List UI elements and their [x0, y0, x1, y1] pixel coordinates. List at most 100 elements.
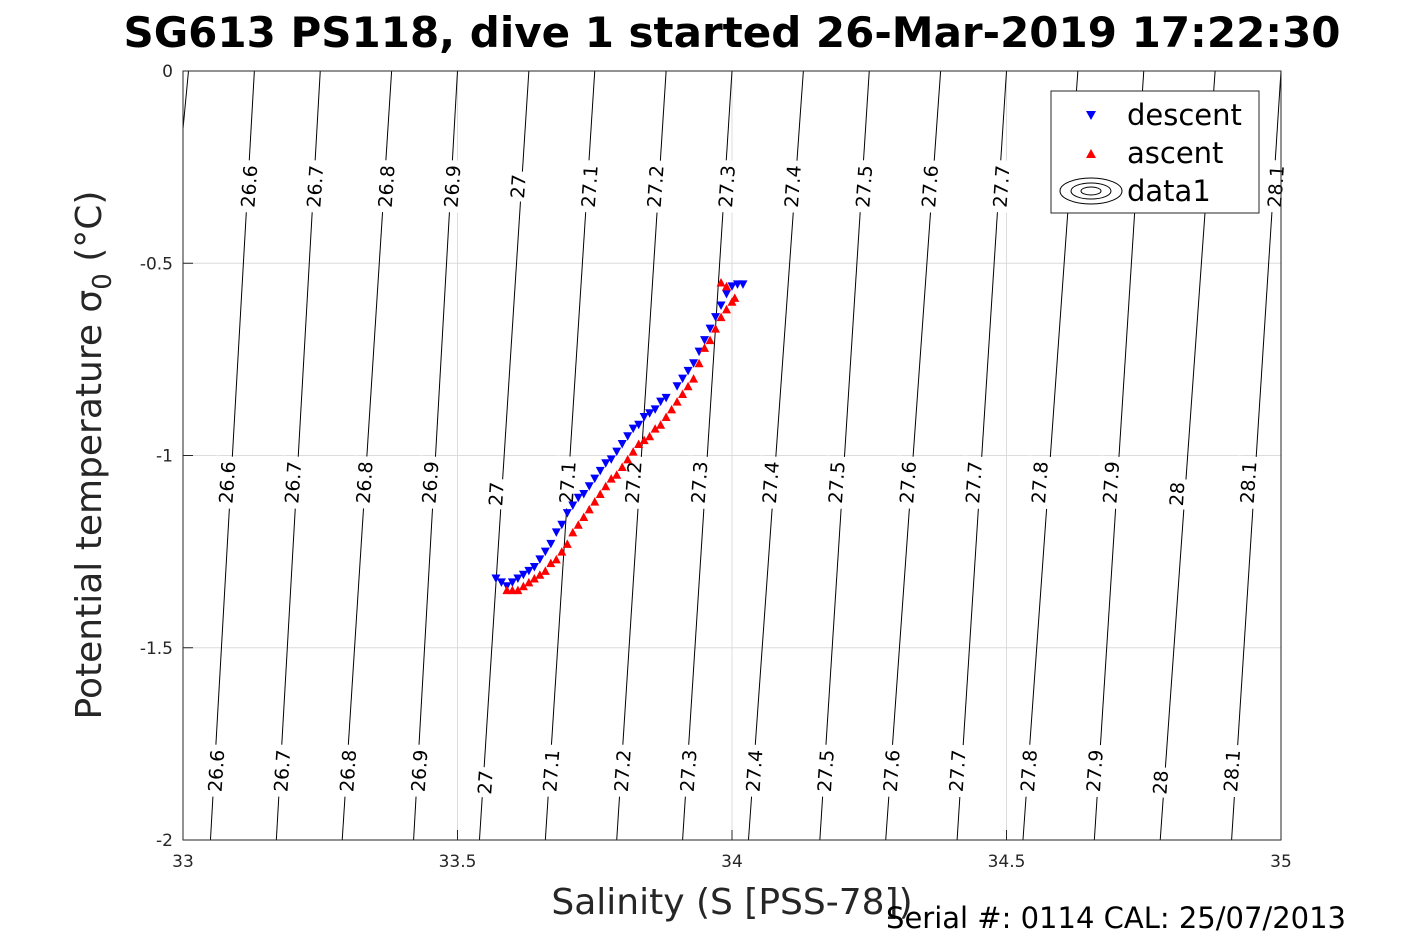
descent-point-23 — [617, 439, 627, 449]
descent-point-42 — [727, 282, 737, 291]
ascent-point-24 — [634, 439, 644, 448]
contour-label-3: 26.9 — [438, 159, 465, 213]
contour-label-gap-27 — [1163, 478, 1188, 510]
ascent-point-4 — [524, 577, 534, 587]
descent-point-27 — [639, 413, 649, 422]
contour-label-text-35: 27.2 — [611, 749, 636, 793]
contour-label-text-14: 26.7 — [281, 461, 306, 505]
y-axis-label: Potential temperature σ0 (°C) — [69, 191, 118, 720]
series-ascent — [502, 277, 740, 595]
contour-label-gap-9 — [849, 159, 876, 213]
contour-label-gap-4 — [504, 170, 529, 203]
contour-label-text-36: 27.3 — [677, 749, 702, 793]
contour-label-37: 27.4 — [740, 744, 767, 798]
contour-label-gap-44 — [1217, 744, 1244, 798]
legend-descent-label: descent — [1127, 98, 1242, 132]
contour-label-text-2: 26.8 — [375, 165, 400, 209]
contour-label-gap-30 — [268, 744, 294, 798]
contour-label-gap-25 — [1025, 455, 1052, 510]
x-tick-label-0: 33 — [172, 852, 194, 872]
y-axis-label-subscript: 0 — [88, 273, 118, 290]
ascent-point-16 — [590, 497, 600, 506]
contour-label-text-7: 27.3 — [715, 165, 740, 209]
ascent-point-11 — [562, 539, 572, 548]
contour-label-text-10: 27.6 — [918, 165, 943, 209]
contour-label-text-1: 26.7 — [303, 165, 328, 209]
legend-contour-icon — [1059, 177, 1123, 205]
ascent-point-32 — [678, 389, 688, 398]
contour-label-22: 27.5 — [822, 455, 850, 510]
ascent-point-20 — [612, 470, 622, 479]
contour-label-4: 27 — [504, 170, 531, 203]
contour-label-text-38: 27.5 — [814, 749, 839, 793]
ascent-point-10 — [557, 547, 567, 556]
contour-label-gap-2 — [372, 159, 398, 213]
contour-label-25: 27.8 — [1025, 455, 1053, 510]
descent-point-13 — [562, 509, 572, 518]
contour-label-0: 26.6 — [235, 159, 262, 213]
ascent-point-40 — [722, 304, 732, 314]
contour-label-27: 28 — [1163, 478, 1190, 510]
contour-label-41: 27.8 — [1014, 744, 1042, 798]
contour-label-19: 27.2 — [619, 455, 647, 510]
descent-point-14 — [568, 501, 578, 510]
y-tick-label-1: -0.5 — [140, 254, 173, 274]
contour-label-gap-11 — [987, 159, 1013, 213]
contour-label-text-41: 27.8 — [1017, 749, 1042, 793]
contour-label-text-30: 26.7 — [270, 749, 295, 793]
contour-label-12: 28.1 — [1261, 159, 1289, 213]
contour-label-36: 27.3 — [674, 744, 702, 798]
ascent-point-15 — [584, 504, 594, 514]
descent-point-15 — [573, 493, 583, 503]
contour-label-gap-26 — [1097, 455, 1123, 510]
contour-label-33: 27 — [471, 766, 498, 798]
y-axis-label-main: Potential temperature σ — [69, 290, 110, 720]
ascent-point-13 — [573, 520, 583, 529]
contour-label-text-44: 28.1 — [1220, 749, 1245, 793]
contour-label-text-21: 27.4 — [759, 461, 784, 505]
contour-label-6: 27.2 — [641, 159, 669, 213]
contour-label-1: 26.7 — [300, 159, 328, 213]
contour-label-text-32: 26.9 — [408, 749, 433, 793]
contour-label-20: 27.3 — [685, 455, 713, 510]
contour-label-text-20: 27.3 — [688, 461, 713, 505]
x-axis-ticks: 33 33.5 34 34.5 35 — [172, 830, 1292, 872]
contour-label-gap-18 — [553, 455, 580, 510]
ascent-point-38 — [711, 324, 721, 333]
descent-point-0 — [491, 574, 501, 584]
contour-labels: 26.6 26.7 26.8 26.9 27 27.1 27.2 27.3 27.4 27.5 27… — [202, 159, 1289, 798]
descent-point-41 — [722, 290, 732, 299]
ascent-point-3 — [518, 581, 528, 591]
y-tick-label-4: -2 — [156, 831, 173, 851]
contour-label-text-29: 26.6 — [204, 749, 229, 793]
contour-label-gap-21 — [756, 455, 783, 510]
contour-label-gap-36 — [674, 744, 700, 798]
contour-label-11: 27.7 — [987, 159, 1014, 213]
contour-label-text-6: 27.2 — [644, 165, 669, 209]
descent-point-38 — [705, 324, 715, 334]
x-tick-label-2: 34 — [721, 852, 743, 872]
descent-point-18 — [590, 474, 600, 484]
legend-ascent-marker — [1086, 149, 1096, 158]
descent-point-20 — [601, 459, 611, 468]
contour-label-34: 27.1 — [537, 744, 564, 798]
descent-point-24 — [623, 432, 633, 441]
contour-label-2: 26.8 — [372, 159, 400, 213]
descent-point-19 — [595, 466, 605, 476]
descent-point-37 — [700, 336, 710, 345]
descent-point-3 — [507, 578, 517, 587]
descent-point-16 — [579, 489, 589, 499]
contour-label-text-39: 27.6 — [880, 749, 905, 793]
contour-label-32: 26.9 — [405, 744, 433, 798]
series-descent — [491, 280, 748, 591]
contour-label-text-40: 27.7 — [946, 749, 971, 793]
legend-contour-label: data1 — [1127, 174, 1211, 208]
x-tick-label-1: 33.5 — [439, 852, 477, 872]
ascent-point-30 — [667, 404, 677, 414]
contour-label-gap-43 — [1147, 766, 1172, 798]
contour-label-gap-3 — [438, 159, 464, 213]
descent-point-26 — [634, 420, 644, 430]
contour-label-31: 26.8 — [333, 744, 361, 798]
ascent-point-37 — [705, 335, 715, 345]
contour-label-gap-41 — [1014, 744, 1041, 798]
